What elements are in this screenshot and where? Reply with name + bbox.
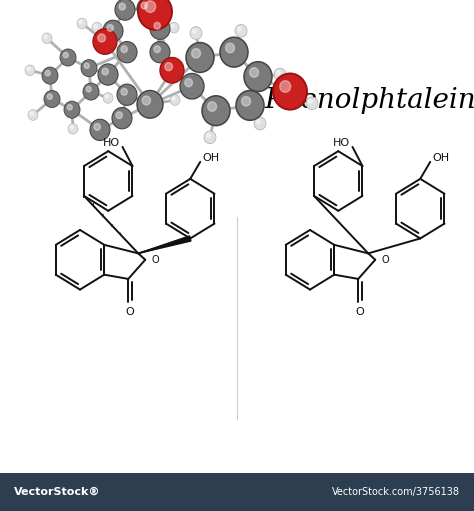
Circle shape [81,60,97,77]
Circle shape [25,65,35,76]
Circle shape [235,25,247,37]
Circle shape [280,81,291,92]
Circle shape [206,133,210,137]
Circle shape [84,63,89,68]
Circle shape [170,95,180,105]
Circle shape [44,90,60,107]
Circle shape [165,62,173,71]
FancyBboxPatch shape [0,473,474,511]
Circle shape [98,64,118,85]
Circle shape [105,95,108,98]
Circle shape [63,53,68,58]
Circle shape [202,96,230,126]
Circle shape [150,18,170,39]
Circle shape [79,20,82,24]
Circle shape [98,34,106,42]
Text: Phenolphtalein: Phenolphtalein [264,86,474,113]
Circle shape [186,42,214,73]
Circle shape [244,62,272,91]
Circle shape [250,67,258,77]
Circle shape [142,96,151,105]
Circle shape [274,68,286,81]
Circle shape [309,100,312,104]
Circle shape [276,71,280,75]
Circle shape [121,88,128,95]
Circle shape [192,29,196,33]
Circle shape [83,83,99,100]
Text: OH: OH [202,153,219,162]
Circle shape [60,49,76,66]
Circle shape [44,35,47,38]
Circle shape [68,124,78,134]
Circle shape [67,105,73,110]
Circle shape [208,102,217,111]
Circle shape [191,49,201,58]
Circle shape [42,33,52,43]
Text: O: O [356,307,365,317]
Circle shape [117,41,137,63]
Circle shape [138,0,172,30]
Circle shape [236,90,264,120]
Text: HO: HO [333,137,350,148]
Circle shape [27,67,30,71]
Circle shape [169,22,179,33]
Text: VectorStock.com/3756138: VectorStock.com/3756138 [332,487,460,497]
Circle shape [103,20,123,41]
Circle shape [117,84,137,105]
Circle shape [154,22,160,29]
Circle shape [116,112,122,119]
Text: OH: OH [432,153,449,162]
Circle shape [92,22,102,33]
Circle shape [145,1,155,12]
Circle shape [141,2,147,9]
Circle shape [112,107,132,129]
Circle shape [121,46,128,53]
Circle shape [185,79,192,87]
Circle shape [94,25,97,28]
Circle shape [137,0,157,19]
Circle shape [190,27,202,39]
Text: O: O [151,255,159,265]
Circle shape [154,46,160,53]
Circle shape [150,41,170,63]
Circle shape [28,110,38,120]
Circle shape [42,67,58,84]
Circle shape [171,25,174,28]
Circle shape [30,112,33,115]
Circle shape [47,94,52,99]
Circle shape [172,97,175,100]
Circle shape [86,86,91,92]
Circle shape [90,119,110,141]
Circle shape [137,90,163,118]
Circle shape [77,18,87,29]
Circle shape [94,124,100,130]
Circle shape [102,68,109,75]
Text: VectorStock®: VectorStock® [14,487,100,497]
Text: HO: HO [103,137,120,148]
Circle shape [306,97,318,110]
Circle shape [93,29,117,54]
Circle shape [242,97,251,106]
Circle shape [237,27,241,31]
Circle shape [256,120,260,124]
Circle shape [226,43,235,53]
Text: O: O [381,255,389,265]
Circle shape [180,74,204,99]
Text: O: O [126,307,135,317]
Circle shape [115,0,135,20]
Polygon shape [138,236,191,253]
Circle shape [45,71,50,76]
Circle shape [103,92,113,103]
Circle shape [204,131,216,144]
Circle shape [273,74,307,110]
Circle shape [220,37,248,67]
Circle shape [160,57,184,83]
Circle shape [64,101,80,118]
Circle shape [119,3,126,10]
Circle shape [254,117,266,130]
Circle shape [70,126,73,129]
Circle shape [107,25,113,31]
